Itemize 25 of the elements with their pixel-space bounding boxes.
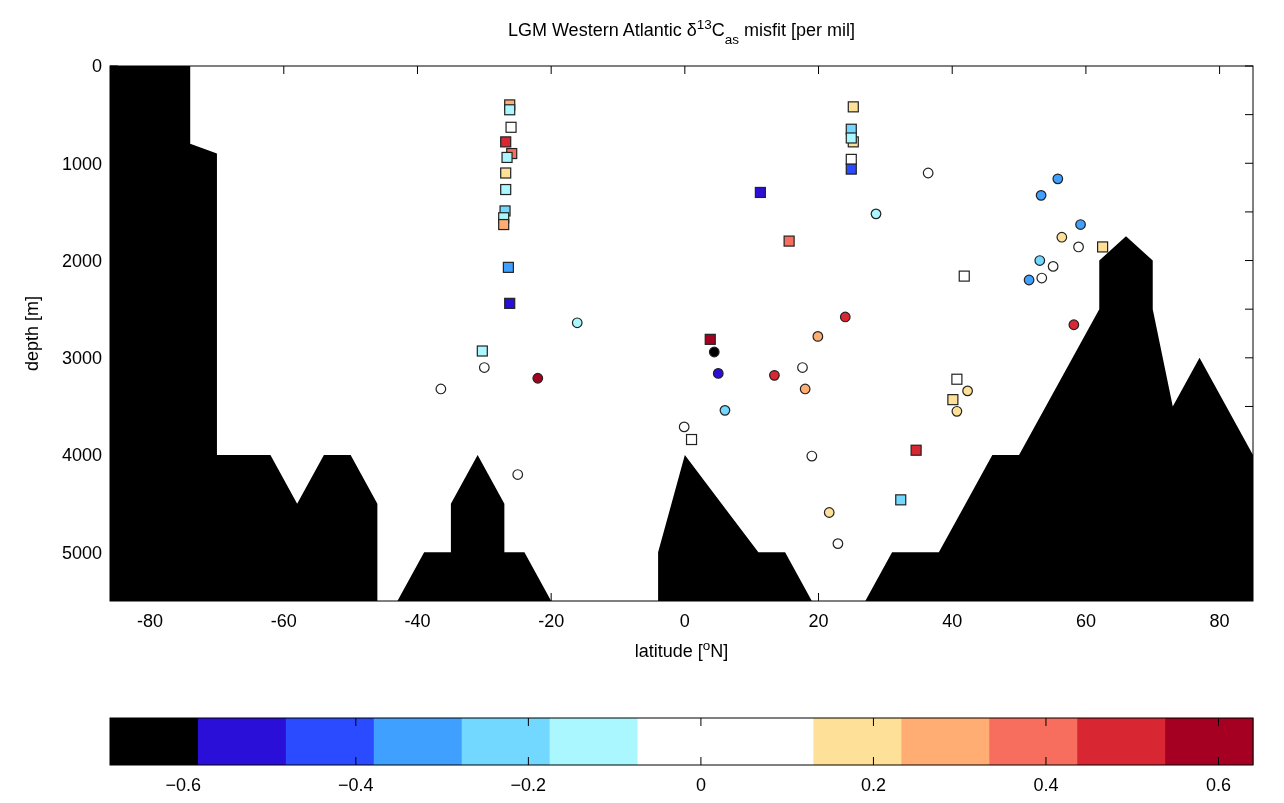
x-tick-label: 0 bbox=[679, 611, 690, 631]
x-tick-label: 40 bbox=[942, 611, 963, 631]
y-tick-label: 2000 bbox=[61, 250, 102, 271]
x-tick-label: -80 bbox=[137, 611, 164, 631]
x-tick-label: 80 bbox=[1209, 611, 1230, 631]
x-tick-label: -60 bbox=[270, 611, 297, 631]
color-bar-label: −0.6 bbox=[165, 775, 202, 795]
x-tick-label: 20 bbox=[808, 611, 829, 631]
y-tick-label: 1000 bbox=[61, 153, 102, 174]
x-tick-label: 60 bbox=[1075, 611, 1096, 631]
color-bar-label: 0.6 bbox=[1205, 775, 1232, 795]
chart-title: LGM Western Atlantic δ$^{13}$C$_{as}$ misfit [per mil] bbox=[507, 16, 856, 47]
y-tick-label: 3000 bbox=[61, 348, 102, 369]
y-tick-label: 4000 bbox=[61, 445, 102, 466]
color-bar-label: 0 bbox=[695, 775, 706, 795]
y-axis-title: depth [m] bbox=[22, 295, 42, 372]
color-bar-label: −0.2 bbox=[510, 775, 547, 795]
color-bar-label: 0.2 bbox=[860, 775, 886, 795]
x-tick-label: -40 bbox=[404, 611, 431, 631]
y-tick-label: 5000 bbox=[61, 542, 102, 563]
x-tick-label: -20 bbox=[538, 611, 565, 631]
x-axis-title: latitude [$^{o}$N] bbox=[634, 637, 729, 661]
color-bar-label: 0.4 bbox=[1033, 775, 1059, 795]
y-tick-label: 0 bbox=[91, 56, 102, 77]
color-bar-label: −0.4 bbox=[338, 775, 374, 795]
